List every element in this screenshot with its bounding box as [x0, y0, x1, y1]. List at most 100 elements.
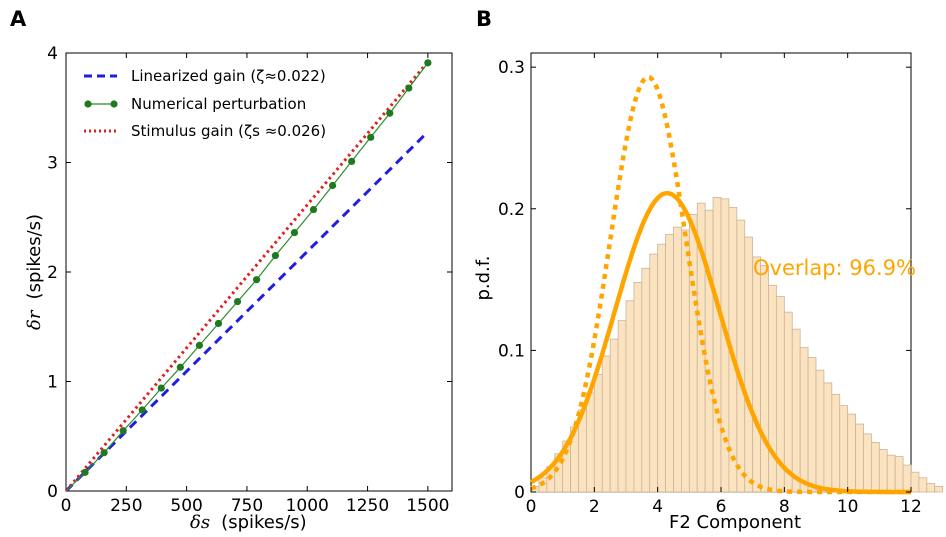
a-xtick-label: 500 [170, 496, 202, 516]
b-xtick-label: 12 [900, 497, 922, 517]
histogram-bar [902, 464, 912, 493]
panel-letter-b: B [476, 7, 492, 31]
histogram-bar [823, 382, 833, 493]
a-xtick-label: 250 [110, 496, 142, 516]
histogram-bar [744, 236, 754, 493]
a-numerical-point [405, 84, 413, 92]
histogram-bar [657, 243, 666, 493]
a-series-line-0 [64, 130, 429, 493]
histogram-bar [641, 267, 651, 493]
a-xtick-label: 1000 [286, 496, 329, 516]
histogram-bar [609, 338, 619, 493]
histogram-bar [681, 229, 690, 493]
b-xtick-label: 4 [652, 497, 663, 517]
a-numerical-point [214, 319, 223, 328]
histogram-bar [688, 214, 698, 493]
legend-linearized-label: Linearized gain (ζ≈0.022) [131, 67, 326, 85]
panel-b-xlabel: F2 Component [669, 512, 801, 533]
b-xtick-label: 6 [716, 497, 727, 517]
legend-numerical-label: Numerical perturbation [131, 95, 306, 113]
a-numerical-point [386, 109, 394, 117]
histogram-bar [855, 423, 864, 493]
a-series-line-1 [65, 62, 429, 492]
histogram-bar [649, 253, 659, 493]
a-xtick-label: 750 [231, 496, 263, 516]
a-numerical-point [367, 133, 375, 141]
a-numerical-point [271, 251, 280, 260]
histogram-bar [736, 219, 746, 493]
histogram-bar [934, 485, 944, 493]
a-ytick-label: 1 [47, 373, 58, 393]
histogram-bar [918, 477, 928, 493]
panel-b-yticks: 0 0.1 0.2 0.3 [498, 58, 911, 503]
a-numerical-point [348, 157, 356, 166]
histogram-bar [807, 357, 817, 493]
panel-a-xlabel: δs (spikes/s) [190, 512, 307, 533]
panel-a-series [64, 59, 432, 493]
histogram-bar [791, 328, 801, 493]
panel-b-xticks: 0 2 4 6 8 10 12 [526, 53, 922, 517]
histogram-bar [768, 284, 777, 493]
histogram-bar [871, 442, 880, 493]
a-numerical-point [328, 181, 337, 190]
overlap-annotation: Overlap: 96.9% [753, 256, 916, 280]
a-numerical-point [195, 341, 204, 349]
panel-a-xticks: 0 250 500 750 1000 1250 1500 [61, 53, 450, 516]
a-numerical-point [100, 449, 108, 457]
a-xtick-label: 0 [61, 496, 72, 516]
histogram-bar [847, 413, 856, 493]
b-xtick-label: 10 [837, 497, 859, 517]
a-numerical-point [119, 427, 127, 435]
histogram-bar [704, 209, 714, 493]
histogram-bar [586, 392, 595, 493]
panel-a-frame [65, 52, 453, 492]
a-xtick-label: 1250 [346, 496, 389, 516]
a-numerical-point [424, 59, 432, 67]
histogram-bar [601, 355, 611, 493]
a-numerical-point [309, 205, 318, 214]
a-numerical-point [176, 363, 184, 371]
histogram-bar [926, 483, 936, 493]
b-ytick-label: 0.3 [498, 58, 525, 78]
panel-a-chart: 0 250 500 750 1000 1250 1500 0 1 2 3 4 δs (spikes/… [24, 44, 453, 533]
legend-numerical-marker-right [110, 100, 118, 108]
panel-b-ylabel: p.d.f. [473, 255, 494, 300]
legend-stimulus-label: Stimulus gain (ζs ≈0.026) [131, 122, 326, 140]
histogram-bar [863, 433, 872, 493]
a-numerical-point [81, 468, 89, 476]
a-ytick-label: 4 [47, 44, 58, 64]
histogram-bar [712, 197, 722, 493]
panel-a-ylabel: δr (spikes/s) [24, 214, 45, 330]
a-ytick-label: 3 [47, 154, 58, 174]
histogram-bar [760, 265, 769, 493]
histogram-bar [886, 454, 896, 493]
a-ytick-label: 2 [47, 263, 58, 283]
b-ytick-label: 0.1 [498, 341, 525, 361]
histogram-bar [831, 393, 841, 493]
b-xtick-label: 0 [526, 497, 537, 517]
histogram-bar [752, 256, 761, 493]
histogram-bar [894, 456, 904, 493]
histogram-bar [633, 282, 643, 493]
a-numerical-point [252, 276, 261, 284]
histogram-bar [839, 405, 849, 493]
a-numerical-point [290, 228, 299, 237]
a-numerical-point [138, 406, 146, 414]
histogram-bar [625, 300, 635, 493]
histogram-bar [815, 369, 825, 493]
histogram-bar [665, 233, 674, 493]
b-xtick-label: 2 [589, 497, 600, 517]
histogram-bar [783, 311, 793, 493]
histogram-bar [593, 374, 603, 493]
legend-numerical-marker-left [84, 100, 92, 108]
a-numerical-point [157, 384, 165, 392]
histogram-bar [910, 471, 920, 493]
histogram-bar [673, 226, 682, 493]
panel-letter-a: A [10, 7, 27, 31]
histogram-bar [617, 320, 627, 493]
b-ytick-label: 0 [514, 483, 525, 503]
histogram-bar [878, 449, 888, 493]
a-xtick-label: 1500 [406, 496, 449, 516]
histogram-bar [799, 347, 809, 493]
